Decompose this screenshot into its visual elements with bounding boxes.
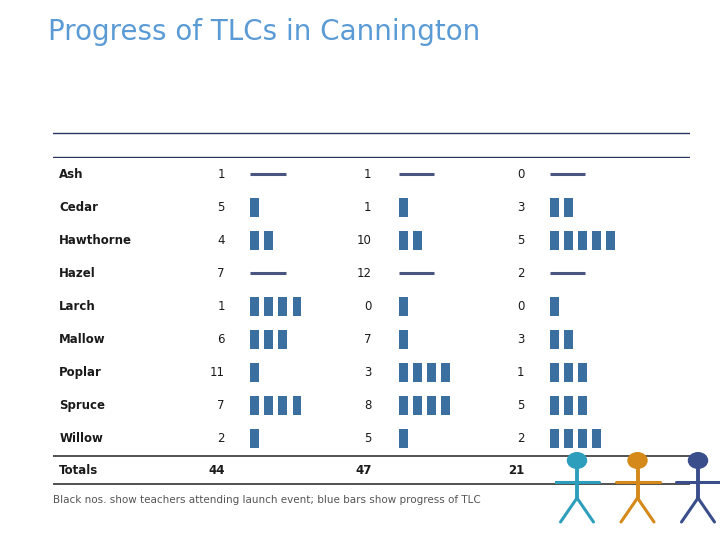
Text: 1: 1 [364,201,372,214]
Bar [251,396,259,415]
Bar [578,429,587,448]
Text: Totals: Totals [59,463,99,476]
Bar [251,429,259,448]
Text: 2: 2 [217,432,225,445]
Text: 44: 44 [209,463,225,476]
Text: 1: 1 [217,168,225,181]
Text: MFL: MFL [530,138,557,152]
Bar [251,329,259,349]
Text: 5: 5 [364,432,372,445]
Circle shape [628,453,647,468]
Text: Hawthorne: Hawthorne [59,234,132,247]
Bar [550,296,559,316]
Bar [292,296,302,316]
Text: Cedar: Cedar [59,201,99,214]
Text: 67: 67 [34,86,48,97]
Bar [550,231,559,251]
Text: 1: 1 [364,168,372,181]
Text: 0: 0 [517,300,524,313]
Text: 47: 47 [355,463,372,476]
Text: 7: 7 [217,267,225,280]
Text: 2: 2 [517,267,524,280]
Circle shape [688,453,708,468]
Bar [578,396,587,415]
Bar [427,396,436,415]
Bar [564,329,573,349]
Bar [427,362,436,382]
Text: Black nos. show teachers attending launch event; blue bars show progress of TLC: Black nos. show teachers attending launc… [53,495,481,505]
Bar [399,329,408,349]
Bar [413,231,422,251]
Bar [564,231,573,251]
Bar [399,362,408,382]
Bar [550,198,559,218]
Text: 10: 10 [356,234,372,247]
Bar [592,231,600,251]
Text: Hazel: Hazel [59,267,96,280]
Bar [564,396,573,415]
Text: Ash: Ash [59,168,84,181]
Text: 0: 0 [364,300,372,313]
Text: 5: 5 [517,234,524,247]
Bar [550,429,559,448]
Bar [399,429,408,448]
Bar [251,231,259,251]
Bar [264,329,274,349]
Text: Progress of TLCs in Cannington: Progress of TLCs in Cannington [48,18,480,46]
Text: 1: 1 [517,366,524,379]
Text: 3: 3 [364,366,372,379]
Bar [550,329,559,349]
Text: Spruce: Spruce [59,399,105,412]
Text: 3: 3 [517,201,524,214]
Bar [550,396,559,415]
Text: 5: 5 [217,201,225,214]
Text: Science: Science [365,138,416,152]
Bar [578,231,587,251]
Text: 2: 2 [517,432,524,445]
Bar [399,396,408,415]
Text: 11: 11 [210,366,225,379]
Circle shape [567,453,587,468]
Bar [279,296,287,316]
Text: Willow: Willow [59,432,103,445]
Bar [413,362,422,382]
Bar [264,231,274,251]
Bar [251,362,259,382]
Bar [399,198,408,218]
Text: 6: 6 [217,333,225,346]
Bar [564,362,573,382]
Bar [441,396,450,415]
Bar [564,198,573,218]
Bar [264,296,274,316]
Bar [251,198,259,218]
Bar [399,231,408,251]
Text: Mallow: Mallow [59,333,106,346]
Bar [279,329,287,349]
Text: Poplar: Poplar [59,366,102,379]
Text: 7: 7 [364,333,372,346]
Bar [292,396,302,415]
Text: 7: 7 [217,399,225,412]
Bar [413,396,422,415]
Text: 1: 1 [217,300,225,313]
Text: 8: 8 [364,399,372,412]
Bar [606,231,615,251]
Bar [441,362,450,382]
Text: 4: 4 [217,234,225,247]
Bar [251,296,259,316]
Bar [592,429,600,448]
Bar [564,429,573,448]
Text: 21: 21 [508,463,524,476]
Text: 0: 0 [517,168,524,181]
Text: Maths: Maths [224,138,264,152]
Bar [279,396,287,415]
Text: 12: 12 [356,267,372,280]
Text: 3: 3 [517,333,524,346]
Text: Larch: Larch [59,300,96,313]
Bar [550,362,559,382]
Bar [578,362,587,382]
Text: 5: 5 [517,399,524,412]
Bar [264,396,274,415]
Bar [399,296,408,316]
